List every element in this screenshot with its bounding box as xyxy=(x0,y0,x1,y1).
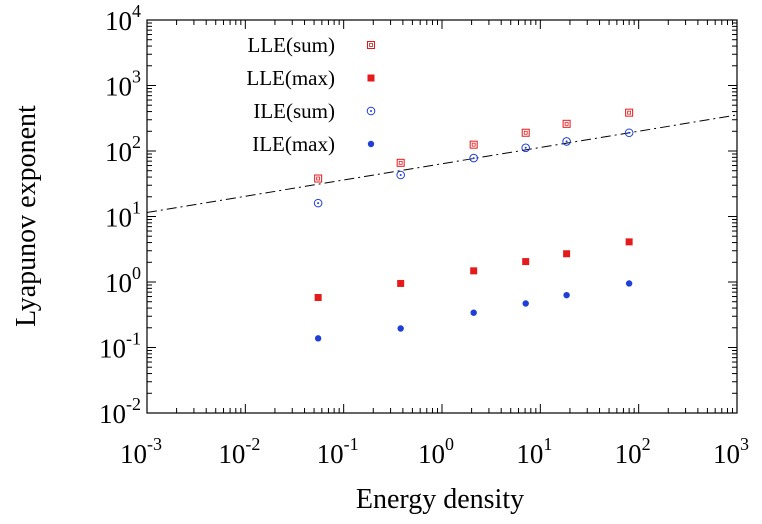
data-point-filled-circle xyxy=(563,291,570,299)
data-point-open-circle xyxy=(313,198,323,208)
x-tick-label: 10-2 xyxy=(218,434,260,469)
y-tick-label: 103 xyxy=(105,67,141,102)
y-tick-label: 101 xyxy=(105,198,141,233)
data-point-open-square xyxy=(469,140,478,149)
legend-marker-outer xyxy=(366,106,376,116)
data-point-open-square-inner xyxy=(564,121,569,126)
data-point-open-circle-inner xyxy=(399,174,402,177)
data-point-open-circle-outer xyxy=(396,170,405,180)
data-point-open-square-inner xyxy=(523,130,528,135)
data-point-open-circle-inner xyxy=(565,140,568,143)
data-point-open-circle-outer xyxy=(469,153,478,163)
data-point-open-circle-outer xyxy=(313,198,323,208)
data-point-open-circle-outer xyxy=(562,137,571,146)
data-point-filled-square xyxy=(522,258,530,266)
legend: LLE(sum) LLE(max) ILE(sum) ILE(max) xyxy=(246,33,376,156)
data-point-open-square-outer xyxy=(562,119,571,128)
data-point-open-square-inner xyxy=(627,110,632,115)
data-point-open-circle-outer xyxy=(521,143,531,153)
data-point-open-square xyxy=(314,174,323,183)
data-point-filled-square xyxy=(314,293,322,301)
data-point-open-circle xyxy=(396,170,405,180)
data-point-open-circle-inner xyxy=(317,202,320,205)
legend-marker-inner xyxy=(369,43,373,47)
data-point-open-square-outer xyxy=(396,158,405,167)
x-tick-labels: 10-3 10-2 10-1 100 101 102 103 xyxy=(120,434,749,469)
legend-marker xyxy=(367,41,375,49)
data-point-filled-circle xyxy=(470,309,477,316)
data-point-open-circle-inner xyxy=(472,157,475,160)
legend-marker-inner xyxy=(370,110,372,112)
legend-label: LLE(max) xyxy=(246,66,335,90)
data-point-filled-circle xyxy=(522,300,529,307)
data-point-open-square xyxy=(562,119,571,128)
data-point-open-circle xyxy=(562,137,571,146)
data-point-filled-square xyxy=(625,238,633,246)
data-point-open-square-outer xyxy=(521,128,530,137)
data-point-open-square-outer xyxy=(469,140,478,149)
data-point-filled-circle xyxy=(397,325,404,332)
y-axis-label: Lyapunov exponent xyxy=(11,105,42,327)
y-tick-label: 104 xyxy=(105,1,141,36)
legend-label: ILE(sum) xyxy=(253,99,335,123)
data-point-open-square xyxy=(625,108,634,117)
plot-frame xyxy=(146,19,738,414)
x-tick-label: 102 xyxy=(615,434,651,469)
data-point-open-square xyxy=(521,128,530,137)
y-tick-label: 10-1 xyxy=(99,329,141,364)
x-tick-label: 100 xyxy=(418,434,454,469)
y-tick-label: 102 xyxy=(105,132,141,167)
data-point-filled-circle xyxy=(625,280,633,287)
data-point-filled-square xyxy=(397,279,405,287)
data-point-filled-square xyxy=(470,267,478,275)
axis-ticks xyxy=(146,20,737,414)
data-point-open-square xyxy=(396,158,405,167)
x-tick-label: 101 xyxy=(516,434,552,469)
data-point-open-square-outer xyxy=(625,108,634,117)
data-points xyxy=(313,108,634,342)
legend-marker xyxy=(367,74,375,82)
data-point-filled-square xyxy=(563,250,571,258)
legend-marker xyxy=(367,140,375,148)
y-tick-label: 100 xyxy=(105,263,141,298)
plot-area xyxy=(146,19,738,414)
y-tick-label: 10-2 xyxy=(99,394,141,429)
data-point-open-square-outer xyxy=(314,174,323,183)
x-tick-label: 103 xyxy=(713,434,749,469)
fit-line xyxy=(146,114,738,214)
data-point-open-square-inner xyxy=(398,160,403,165)
data-point-open-circle xyxy=(624,128,634,138)
data-point-open-circle-inner xyxy=(524,146,527,149)
data-point-open-square-inner xyxy=(316,176,321,181)
data-point-open-square-inner xyxy=(471,142,476,147)
legend-marker xyxy=(366,106,376,116)
legend-label: LLE(sum) xyxy=(248,33,335,57)
data-point-filled-circle xyxy=(314,335,322,342)
legend-marker-outer xyxy=(367,41,375,49)
x-tick-label: 10-3 xyxy=(120,434,162,469)
x-tick-label: 10-1 xyxy=(317,434,359,469)
data-point-open-circle xyxy=(469,153,478,163)
y-tick-labels: 10-2 10-1 100 101 102 103 104 xyxy=(99,1,141,429)
fit-line-layer xyxy=(146,114,738,214)
data-point-open-circle xyxy=(521,143,531,153)
x-axis-label: Energy density xyxy=(356,484,524,515)
data-point-open-circle-outer xyxy=(624,128,634,138)
legend-label: ILE(max) xyxy=(252,132,335,156)
data-point-open-circle-inner xyxy=(628,131,631,134)
